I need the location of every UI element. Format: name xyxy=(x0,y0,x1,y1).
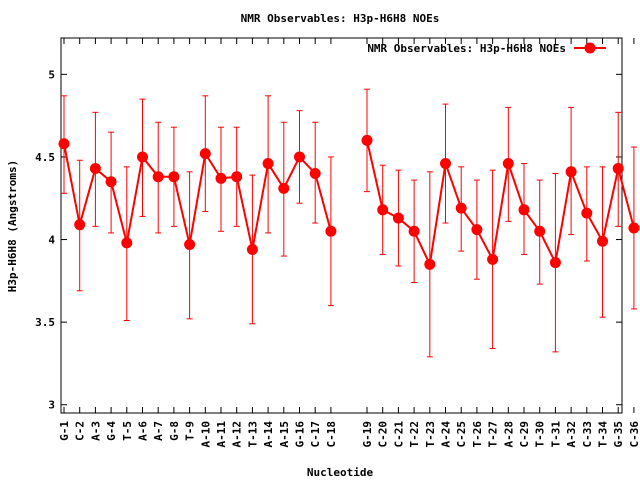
plot-frame xyxy=(60,37,623,414)
data-point xyxy=(440,158,452,170)
x-tick-label: G-8 xyxy=(168,421,181,441)
data-point xyxy=(184,238,196,250)
x-tick-label: A-3 xyxy=(89,421,102,441)
data-point xyxy=(549,257,561,269)
data-point xyxy=(246,243,258,255)
x-tick-label: G-16 xyxy=(294,421,307,448)
data-point xyxy=(152,171,164,183)
data-point xyxy=(628,222,640,234)
x-tick-label: T-13 xyxy=(246,421,259,448)
x-tick-label: C-18 xyxy=(325,421,338,448)
data-point xyxy=(137,151,148,163)
y-tick-label: 3.5 xyxy=(35,316,55,329)
data-point xyxy=(325,225,337,237)
x-tick-label: A-11 xyxy=(215,421,228,448)
x-tick-label: A-12 xyxy=(231,421,244,448)
axis-ticks: 3 3.5 4 4.5 5 G-1 C-2 A-3 G-4 T-5 A-6 A-7 G-8 T-9 A-10… xyxy=(35,38,640,448)
data-point xyxy=(487,253,499,265)
x-tick-label: T-26 xyxy=(471,421,484,448)
x-tick-label: T-22 xyxy=(408,421,421,448)
x-tick-label: G-4 xyxy=(105,421,118,441)
data-point xyxy=(294,151,305,163)
data-point xyxy=(361,134,373,146)
data-point xyxy=(278,182,290,194)
x-tick-label: A-10 xyxy=(199,421,212,448)
x-tick-label: C-21 xyxy=(392,421,405,448)
x-tick-label: A-32 xyxy=(565,421,578,448)
data-point xyxy=(581,207,593,219)
data-point xyxy=(105,176,117,188)
legend: NMR Observables: H3p-H6H8 NOEs xyxy=(367,42,606,55)
x-tick-label: C-2 xyxy=(74,421,87,441)
data-point xyxy=(168,171,180,183)
data-point xyxy=(58,138,70,150)
data-point xyxy=(262,158,274,170)
x-tick-label: C-25 xyxy=(455,421,468,448)
data-point xyxy=(518,204,530,216)
data-point xyxy=(309,167,321,179)
x-tick-label: T-30 xyxy=(534,421,547,448)
x-tick-label: T-5 xyxy=(121,421,134,441)
x-tick-label: A-6 xyxy=(137,421,150,441)
x-axis-label: Nucleotide xyxy=(307,466,374,479)
data-point xyxy=(455,202,467,214)
legend-marker xyxy=(584,42,596,54)
x-tick-label: C-33 xyxy=(581,421,594,448)
y-tick-label: 3 xyxy=(48,399,55,412)
x-tick-label: A-14 xyxy=(262,421,275,448)
data-point xyxy=(597,235,609,247)
x-tick-label: C-17 xyxy=(309,421,322,448)
y-axis-label: H3p-H6H8 (Angstroms) xyxy=(6,160,19,292)
x-tick-label: A-7 xyxy=(152,421,165,441)
y-tick-label: 5 xyxy=(48,68,55,81)
x-tick-label: T-9 xyxy=(184,421,197,441)
x-tick-label: G-1 xyxy=(58,421,71,441)
x-tick-label: G-35 xyxy=(612,421,625,448)
data-point xyxy=(424,258,436,270)
data-point xyxy=(612,163,624,175)
x-tick-label: C-36 xyxy=(628,421,640,448)
data-point xyxy=(231,171,243,183)
data-point xyxy=(377,204,389,216)
data-point xyxy=(408,225,420,237)
data-point xyxy=(121,237,133,249)
x-tick-label: A-24 xyxy=(440,421,453,448)
x-tick-label: A-15 xyxy=(278,421,291,448)
data-point xyxy=(74,219,86,231)
x-tick-label: T-27 xyxy=(487,421,500,448)
x-tick-label: T-31 xyxy=(549,421,562,448)
data-point xyxy=(502,158,514,170)
data-marks xyxy=(58,88,640,358)
data-point xyxy=(392,212,404,224)
data-point xyxy=(471,224,483,236)
series-line xyxy=(63,143,332,250)
data-point xyxy=(89,163,101,175)
series-line xyxy=(366,140,635,268)
legend-label: NMR Observables: H3p-H6H8 NOEs xyxy=(367,42,566,55)
chart-title: NMR Observables: H3p-H6H8 NOEs xyxy=(241,12,440,25)
x-tick-label: G-19 xyxy=(361,421,374,448)
y-tick-label: 4 xyxy=(48,234,55,247)
x-tick-label: C-29 xyxy=(518,421,531,448)
x-tick-label: T-34 xyxy=(597,421,610,448)
data-point xyxy=(215,172,227,184)
x-tick-label: A-28 xyxy=(502,421,515,448)
data-point xyxy=(199,148,211,160)
y-tick-label: 4.5 xyxy=(35,151,55,164)
data-point xyxy=(534,225,546,237)
x-tick-label: T-23 xyxy=(424,421,437,448)
x-tick-label: C-20 xyxy=(377,421,390,448)
data-point xyxy=(565,166,577,178)
